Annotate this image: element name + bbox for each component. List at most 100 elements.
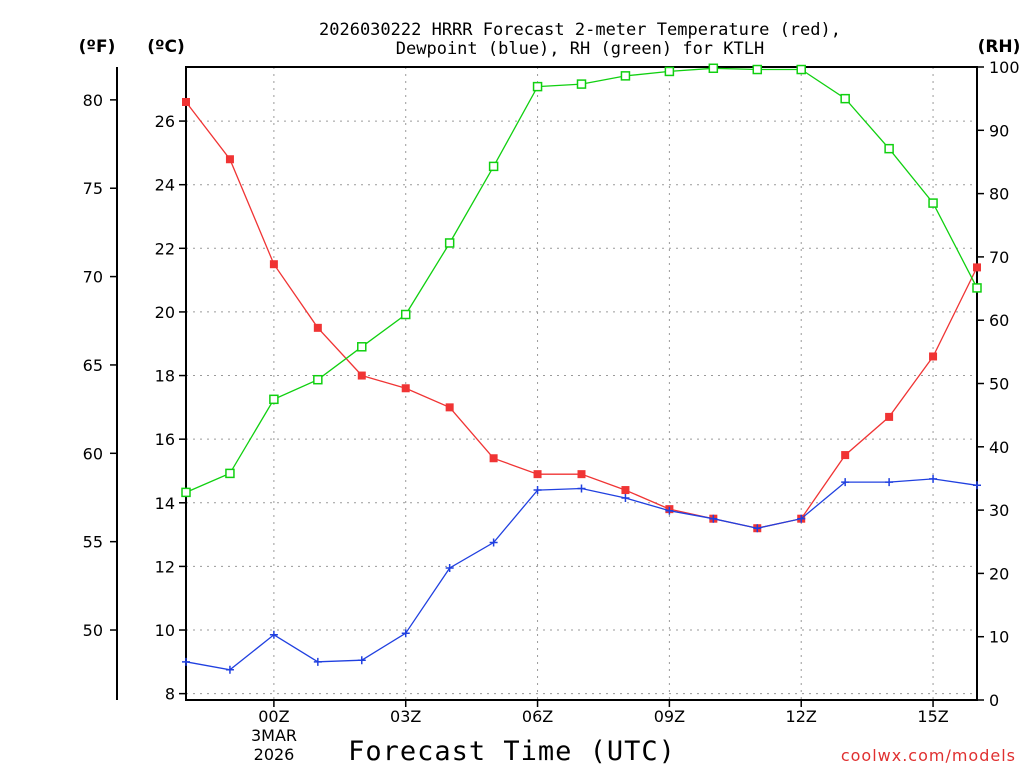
dewpoint-point <box>665 506 674 515</box>
dewpoint-point <box>885 478 894 487</box>
rh-tick-label: 60 <box>989 311 1009 330</box>
celsius-tick-label: 22 <box>155 239 175 258</box>
temperature-point <box>182 97 190 106</box>
relative-humidity-point <box>313 374 323 385</box>
dewpoint-point <box>621 494 630 503</box>
temperature-point <box>533 470 542 479</box>
x-tick-label: 06Z <box>522 707 553 726</box>
unit-celsius: (ºC) <box>147 37 185 57</box>
relative-humidity-point <box>752 64 763 75</box>
relative-humidity-point <box>620 71 631 81</box>
relative-humidity-line <box>185 67 978 493</box>
fahrenheit-tick-label: 50 <box>83 621 103 640</box>
rh-tick-label: 90 <box>989 121 1009 140</box>
relative-humidity-point <box>225 468 235 479</box>
x-tick-label: 03Z <box>390 707 421 726</box>
celsius-tick-label: 16 <box>155 430 175 449</box>
x-tick-label: 15Z <box>917 707 948 726</box>
rh-tick-label: 10 <box>989 628 1009 647</box>
temperature-point <box>489 454 498 463</box>
dewpoint-point <box>577 484 586 493</box>
dewpoint-point <box>533 486 542 495</box>
temperature-point <box>225 155 234 164</box>
axes: 8 10 12 14 16 18 20 22 24 26 50 55 60 65 70 75 80 0 10 20 30… <box>83 58 1020 726</box>
celsius-tick-label: 18 <box>155 367 175 386</box>
relative-humidity-point <box>708 63 719 74</box>
rh-tick-label: 50 <box>989 375 1009 394</box>
rh-tick-label: 0 <box>989 691 999 710</box>
dewpoint-line <box>185 478 978 671</box>
dewpoint-point <box>445 563 454 572</box>
relative-humidity-point <box>884 143 894 154</box>
rh-tick-label: 40 <box>989 438 1009 457</box>
relative-humidity-point <box>488 161 499 172</box>
celsius-tick-label: 24 <box>155 176 175 195</box>
celsius-tick-label: 26 <box>155 112 175 131</box>
dewpoint-point <box>753 524 762 533</box>
temperature-point <box>269 260 278 269</box>
x-tick-label: 09Z <box>654 707 685 726</box>
chart-title: 2026030222 HRRR Forecast 2-meter Tempera… <box>319 20 841 40</box>
chart-subtitle: Dewpoint (blue), RH (green) for KTLH <box>396 39 764 59</box>
dewpoint-point <box>489 538 498 547</box>
dewpoint-point <box>182 657 190 666</box>
temperature-point <box>401 384 410 393</box>
relative-humidity-point <box>972 283 982 293</box>
rh-tick-label: 30 <box>989 501 1009 520</box>
relative-humidity-point <box>840 93 850 104</box>
fahrenheit-tick-label: 65 <box>83 356 103 375</box>
dewpoint-point <box>313 657 322 666</box>
temperature-point <box>621 486 630 495</box>
relative-humidity-point <box>181 487 191 498</box>
rh-tick-label: 20 <box>989 564 1009 583</box>
dewpoint-point <box>797 514 806 523</box>
celsius-tick-label: 10 <box>155 621 175 640</box>
dewpoint-point <box>841 478 850 487</box>
temperature-point <box>357 371 366 380</box>
fahrenheit-tick-label: 70 <box>83 268 103 287</box>
fahrenheit-tick-label: 75 <box>83 179 103 198</box>
x-tick-label: 00Z <box>258 707 289 726</box>
credit-label: coolwx.com/models <box>841 746 1016 765</box>
date-year-label: 2026 <box>254 745 295 764</box>
relative-humidity-point <box>796 64 806 75</box>
temperature-point <box>445 403 454 412</box>
temperature-point <box>885 412 894 421</box>
relative-humidity-point <box>444 238 455 248</box>
grid-lines <box>186 67 977 700</box>
dewpoint-point <box>269 630 278 639</box>
relative-humidity-point <box>928 198 938 208</box>
x-axis-label: Forecast Time (UTC) <box>348 736 676 767</box>
date-day-label: 3MAR <box>251 726 297 745</box>
celsius-tick-label: 12 <box>155 557 175 576</box>
dewpoint-point <box>929 474 938 483</box>
temperature-line <box>185 101 978 529</box>
data-series <box>181 63 982 674</box>
fahrenheit-tick-label: 80 <box>83 91 103 110</box>
rh-tick-label: 80 <box>989 185 1009 204</box>
fahrenheit-tick-label: 60 <box>83 444 103 463</box>
dewpoint-point <box>401 629 410 638</box>
rh-tick-label: 100 <box>989 58 1020 77</box>
temperature-point <box>577 470 586 479</box>
dewpoint-point <box>973 481 981 490</box>
temperature-point <box>973 263 981 272</box>
relative-humidity-point <box>357 342 367 352</box>
dewpoint-point <box>709 514 718 523</box>
rh-tick-label: 70 <box>989 248 1009 267</box>
relative-humidity-point <box>576 79 587 89</box>
unit-fahrenheit: (ºF) <box>79 37 116 57</box>
x-tick-label: 12Z <box>786 707 817 726</box>
relative-humidity-point <box>400 309 411 320</box>
celsius-tick-label: 20 <box>155 303 175 322</box>
dewpoint-point <box>225 665 234 674</box>
celsius-tick-label: 14 <box>155 494 175 513</box>
temperature-point <box>929 352 938 361</box>
relative-humidity-point <box>269 394 279 405</box>
temperature-point <box>841 451 850 460</box>
temperature-point <box>313 323 322 332</box>
plot-frame <box>185 66 978 701</box>
relative-humidity-point <box>664 66 675 77</box>
celsius-tick-label: 8 <box>165 685 175 704</box>
